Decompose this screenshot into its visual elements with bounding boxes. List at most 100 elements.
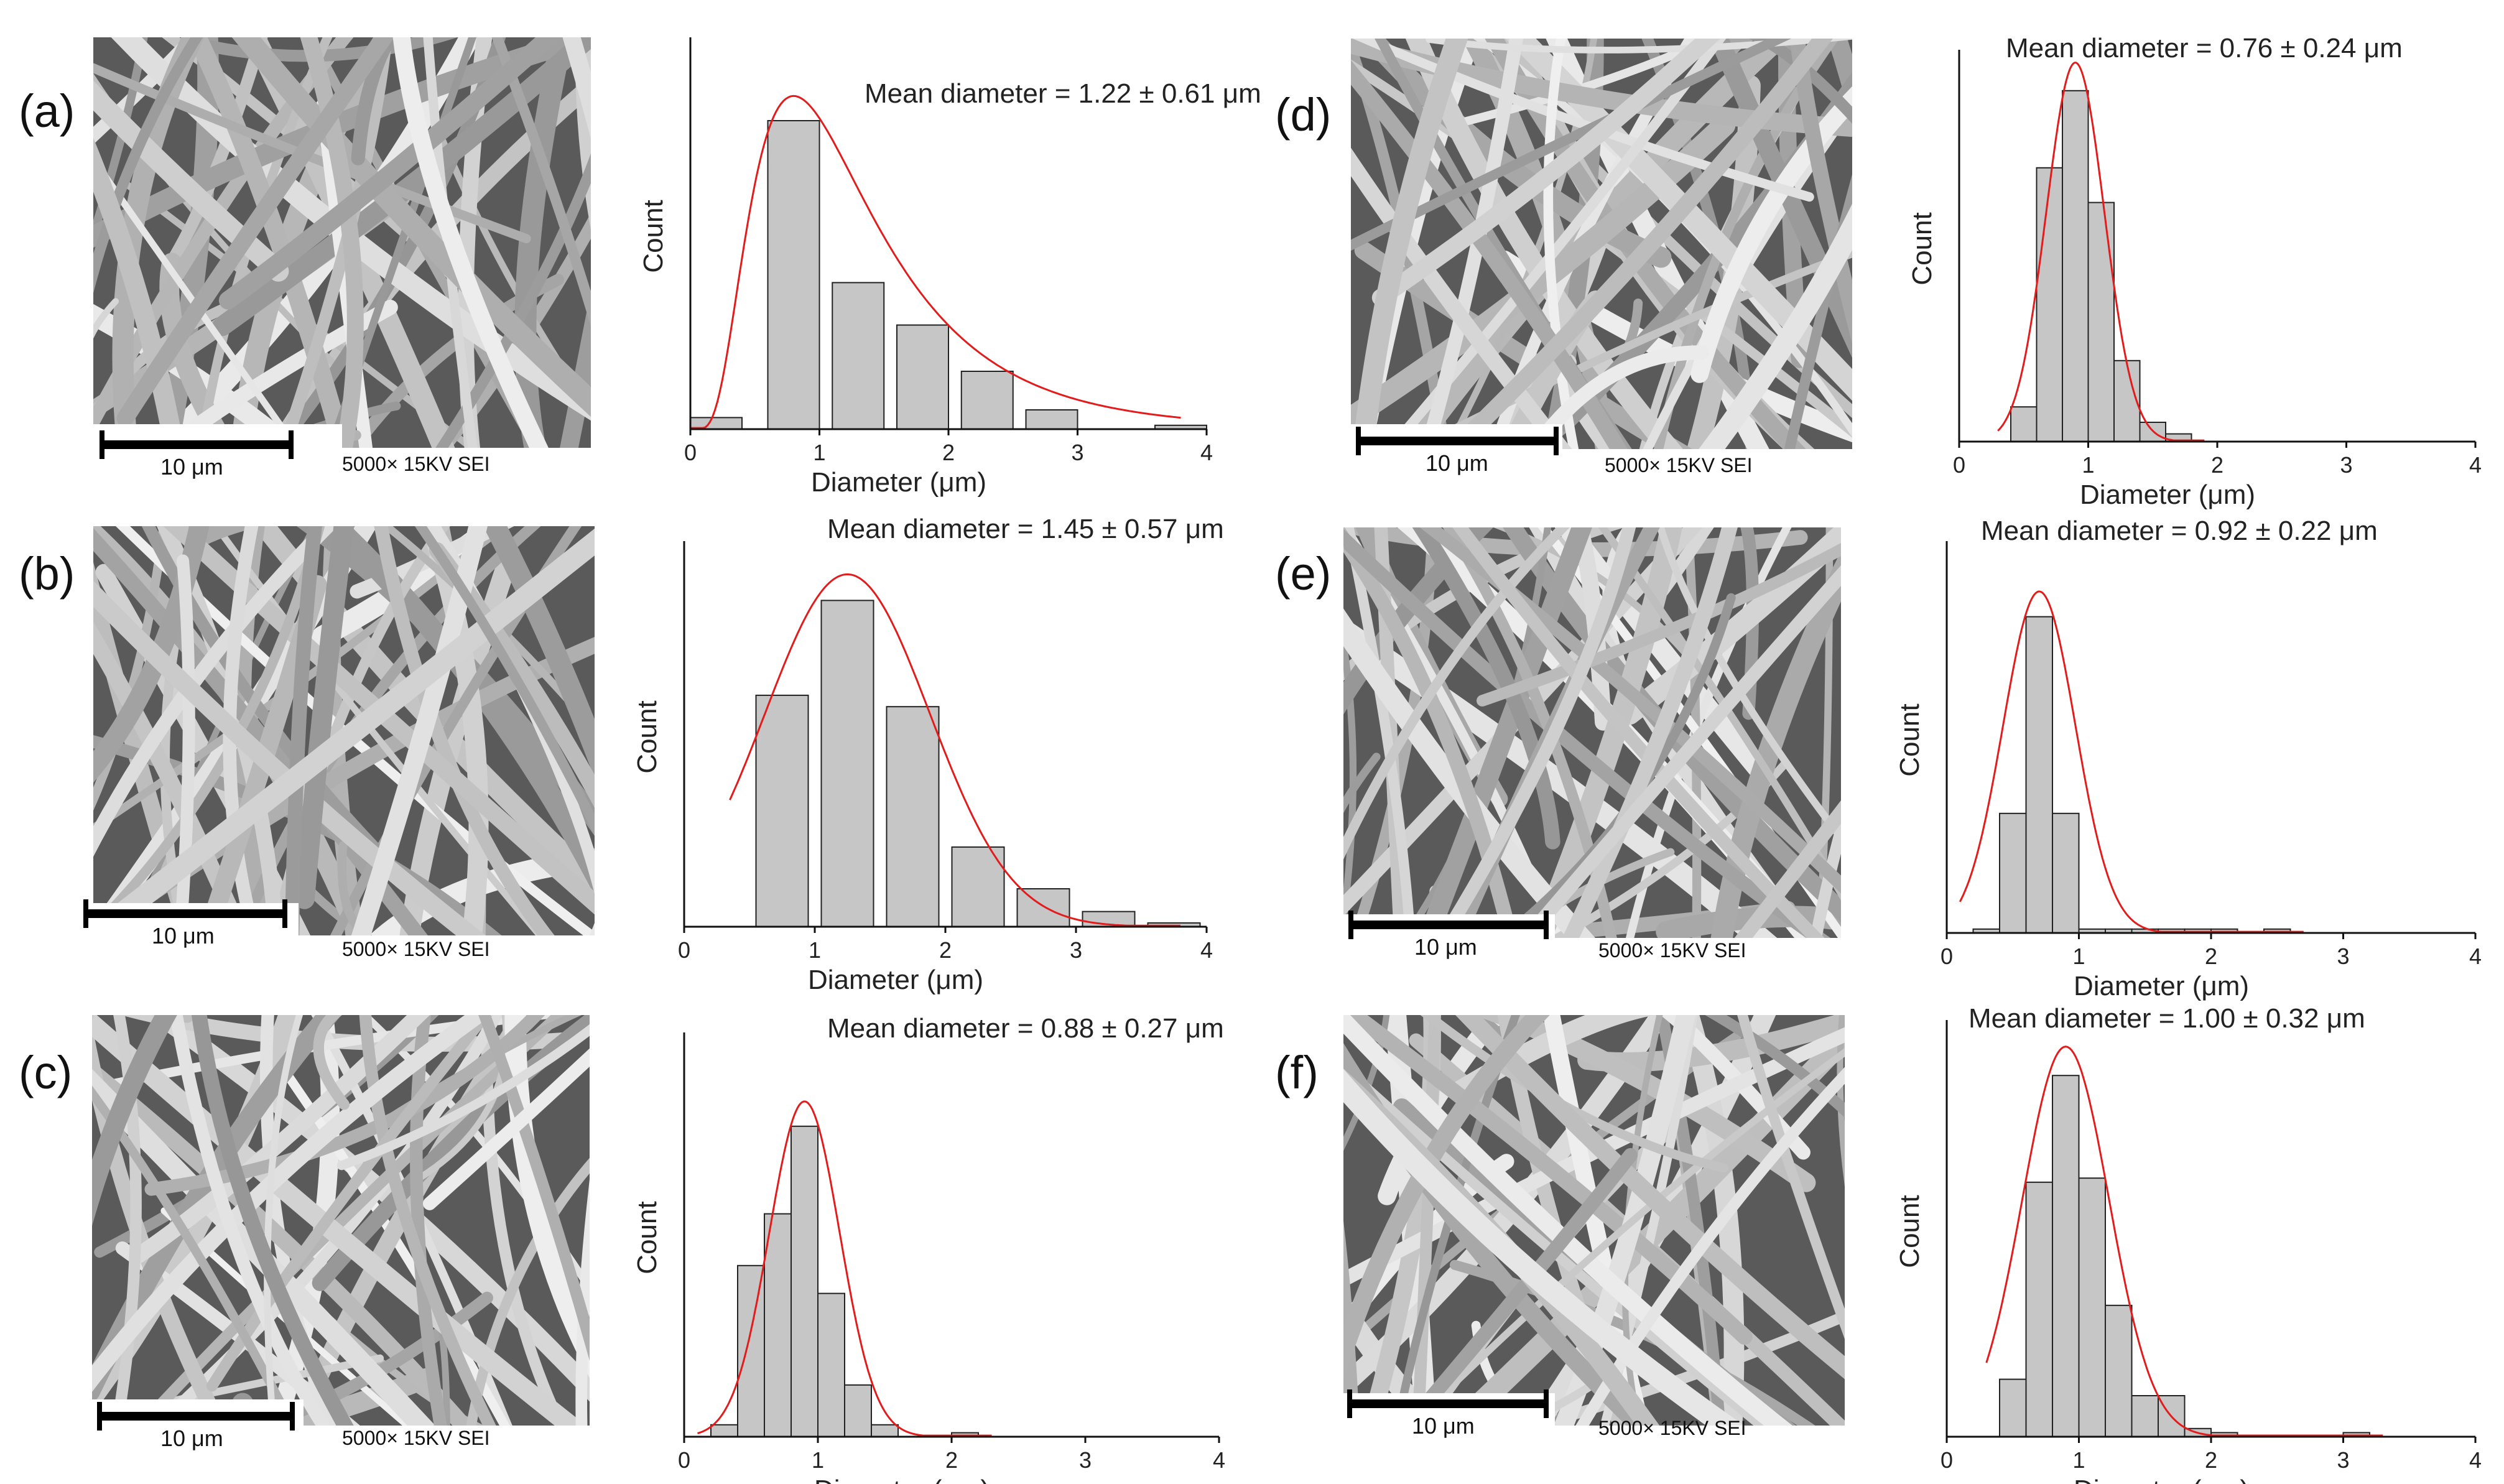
histogram-svg: 0 1 2 3 4 Diameter (μm) Count Mean diameter = 1… [1894, 1003, 2482, 1484]
histogram-bar [2025, 616, 2053, 934]
histogram-svg: 0 1 2 3 4 Diameter (μm) Count Mean diameter = 0… [1894, 516, 2482, 1001]
x-axis-label: Diameter (μm) [2074, 1475, 2249, 1484]
x-tick-label: 3 [2337, 1447, 2349, 1473]
x-tick-label: 4 [1200, 937, 1213, 963]
x-tick-label: 4 [1213, 1447, 1225, 1473]
y-axis-label: Count [1907, 212, 1937, 285]
y-axis-label: Count [1894, 1195, 1925, 1268]
fit-curve [1997, 62, 2205, 442]
histogram-bar [2105, 1304, 2133, 1437]
sem-info-a: 5000× 15KV SEI [342, 453, 490, 475]
histogram-bar [2025, 1181, 2053, 1437]
histogram-bar [2010, 406, 2038, 443]
x-tick-label: 2 [942, 440, 955, 465]
histogram-bar [960, 371, 1014, 430]
x-tick-label: 1 [812, 1447, 824, 1473]
scale-bar-c [97, 1402, 295, 1431]
histogram-bar [710, 1424, 738, 1437]
histogram-bar [1016, 888, 1070, 927]
histogram-b: 0 1 2 3 4 Diameter (μm) Count Mean diameter = 1… [622, 504, 1238, 995]
histogram-svg: 0 1 2 3 4 Diameter (μm) Count Mean diameter = 0… [632, 1013, 1225, 1484]
scale-bar-f [1347, 1389, 1549, 1418]
x-tick-label: 3 [1071, 440, 1083, 465]
histogram-bar [767, 120, 820, 430]
x-tick-label: 0 [1941, 1447, 1953, 1473]
histogram-bar [951, 846, 1005, 928]
histogram-c: 0 1 2 3 4 Diameter (μm) Count Mean diameter = 0… [622, 1001, 1250, 1484]
x-tick-label: 4 [2469, 1447, 2482, 1473]
histogram-bar [886, 706, 940, 927]
x-axis-label: Diameter (μm) [811, 467, 986, 498]
histogram-bar [2052, 1075, 2080, 1437]
x-axis-label: Diameter (μm) [2074, 971, 2249, 1001]
histogram-svg: 0 1 2 3 4 Diameter (μm) Count Mean diameter = 1… [638, 37, 1261, 498]
histogram-bar [1025, 409, 1078, 430]
histogram-bar [1999, 812, 2027, 934]
sem-image-a [93, 37, 591, 448]
scale-label-a: 10 μm [160, 454, 223, 480]
scale-bar-b [83, 899, 287, 928]
sem-fiber-texture [1343, 1015, 1845, 1426]
x-tick-label: 3 [2340, 452, 2352, 478]
scale-bar-a [100, 430, 294, 459]
x-tick-label: 4 [2469, 452, 2482, 478]
histogram-bar [820, 600, 874, 927]
histogram-bar [896, 324, 949, 430]
histogram-svg: 0 1 2 3 4 Diameter (μm) Count Mean diameter = 1… [632, 514, 1224, 995]
fit-curve [1985, 1046, 2383, 1437]
panel-label-a: (a) [19, 85, 75, 137]
x-tick-label: 4 [1200, 440, 1213, 465]
mean-diameter-label: Mean diameter = 1.45 ± 0.57 μm [827, 514, 1224, 544]
histogram-bar [2087, 202, 2115, 442]
sem-image-c [92, 1015, 590, 1426]
x-tick-label: 3 [1079, 1447, 1092, 1473]
histogram-e: 0 1 2 3 4 Diameter (μm) Count Mean diameter = 0… [1885, 510, 2494, 1001]
y-axis-label: Count [638, 200, 669, 272]
mean-diameter-label: Mean diameter = 0.92 ± 0.22 μm [1981, 516, 2378, 546]
scale-bar-d [1356, 427, 1559, 455]
x-tick-label: 1 [2072, 944, 2085, 969]
histogram-bar [2078, 1177, 2106, 1437]
histogram-bar [2113, 359, 2141, 442]
sem-fiber-texture [92, 1015, 590, 1426]
mean-diameter-label: Mean diameter = 0.76 ± 0.24 μm [2006, 33, 2403, 63]
x-axis-label: Diameter (μm) [808, 965, 983, 995]
panel-label-b: (b) [19, 548, 75, 600]
x-tick-label: 2 [2211, 452, 2223, 478]
sem-fiber-texture [1343, 527, 1841, 938]
x-axis-label: Diameter (μm) [2080, 480, 2255, 510]
mean-diameter-label: Mean diameter = 1.22 ± 0.61 μm [865, 78, 1261, 109]
histogram-svg: 0 1 2 3 4 Diameter (μm) Count Mean diameter = 0… [1907, 33, 2482, 510]
sem-image-f [1343, 1015, 1845, 1426]
panel-label-f: (f) [1275, 1047, 1319, 1098]
fit-curve [690, 95, 1181, 429]
x-tick-label: 0 [684, 440, 697, 465]
histogram-a: 0 1 2 3 4 Diameter (μm) Count Mean diameter = 1… [622, 25, 1261, 498]
x-tick-label: 3 [1070, 937, 1082, 963]
x-tick-label: 0 [678, 937, 690, 963]
panel-label-c: (c) [19, 1047, 73, 1098]
histogram-bar [791, 1125, 818, 1438]
histogram-d: 0 1 2 3 4 Diameter (μm) Count Mean diameter = 0… [1891, 25, 2488, 510]
x-tick-label: 2 [945, 1447, 958, 1473]
histogram-bar [2131, 1395, 2159, 1437]
histogram-bar [737, 1264, 765, 1437]
sem-fiber-texture [1351, 39, 1852, 449]
y-axis-label: Count [1894, 703, 1925, 776]
fit-curve [729, 573, 1180, 927]
histogram-bar [817, 1292, 845, 1437]
histogram-f: 0 1 2 3 4 Diameter (μm) Count Mean diameter = 1… [1885, 1001, 2494, 1484]
sem-info-b: 5000× 15KV SEI [342, 938, 490, 960]
panel-label-e: (e) [1275, 548, 1332, 600]
scale-label-c: 10 μm [160, 1426, 223, 1451]
x-tick-label: 2 [2205, 1447, 2217, 1473]
sem-image-e [1343, 527, 1841, 938]
mean-diameter-label: Mean diameter = 0.88 ± 0.27 μm [827, 1013, 1224, 1044]
x-tick-label: 2 [939, 937, 952, 963]
histogram-bar [1999, 1378, 2027, 1437]
x-axis-label: Diameter (μm) [814, 1475, 990, 1484]
scale-bar-e [1348, 911, 1549, 939]
sem-fiber-texture [93, 37, 591, 448]
scale-label-e: 10 μm [1414, 934, 1477, 960]
x-tick-label: 1 [813, 440, 825, 465]
